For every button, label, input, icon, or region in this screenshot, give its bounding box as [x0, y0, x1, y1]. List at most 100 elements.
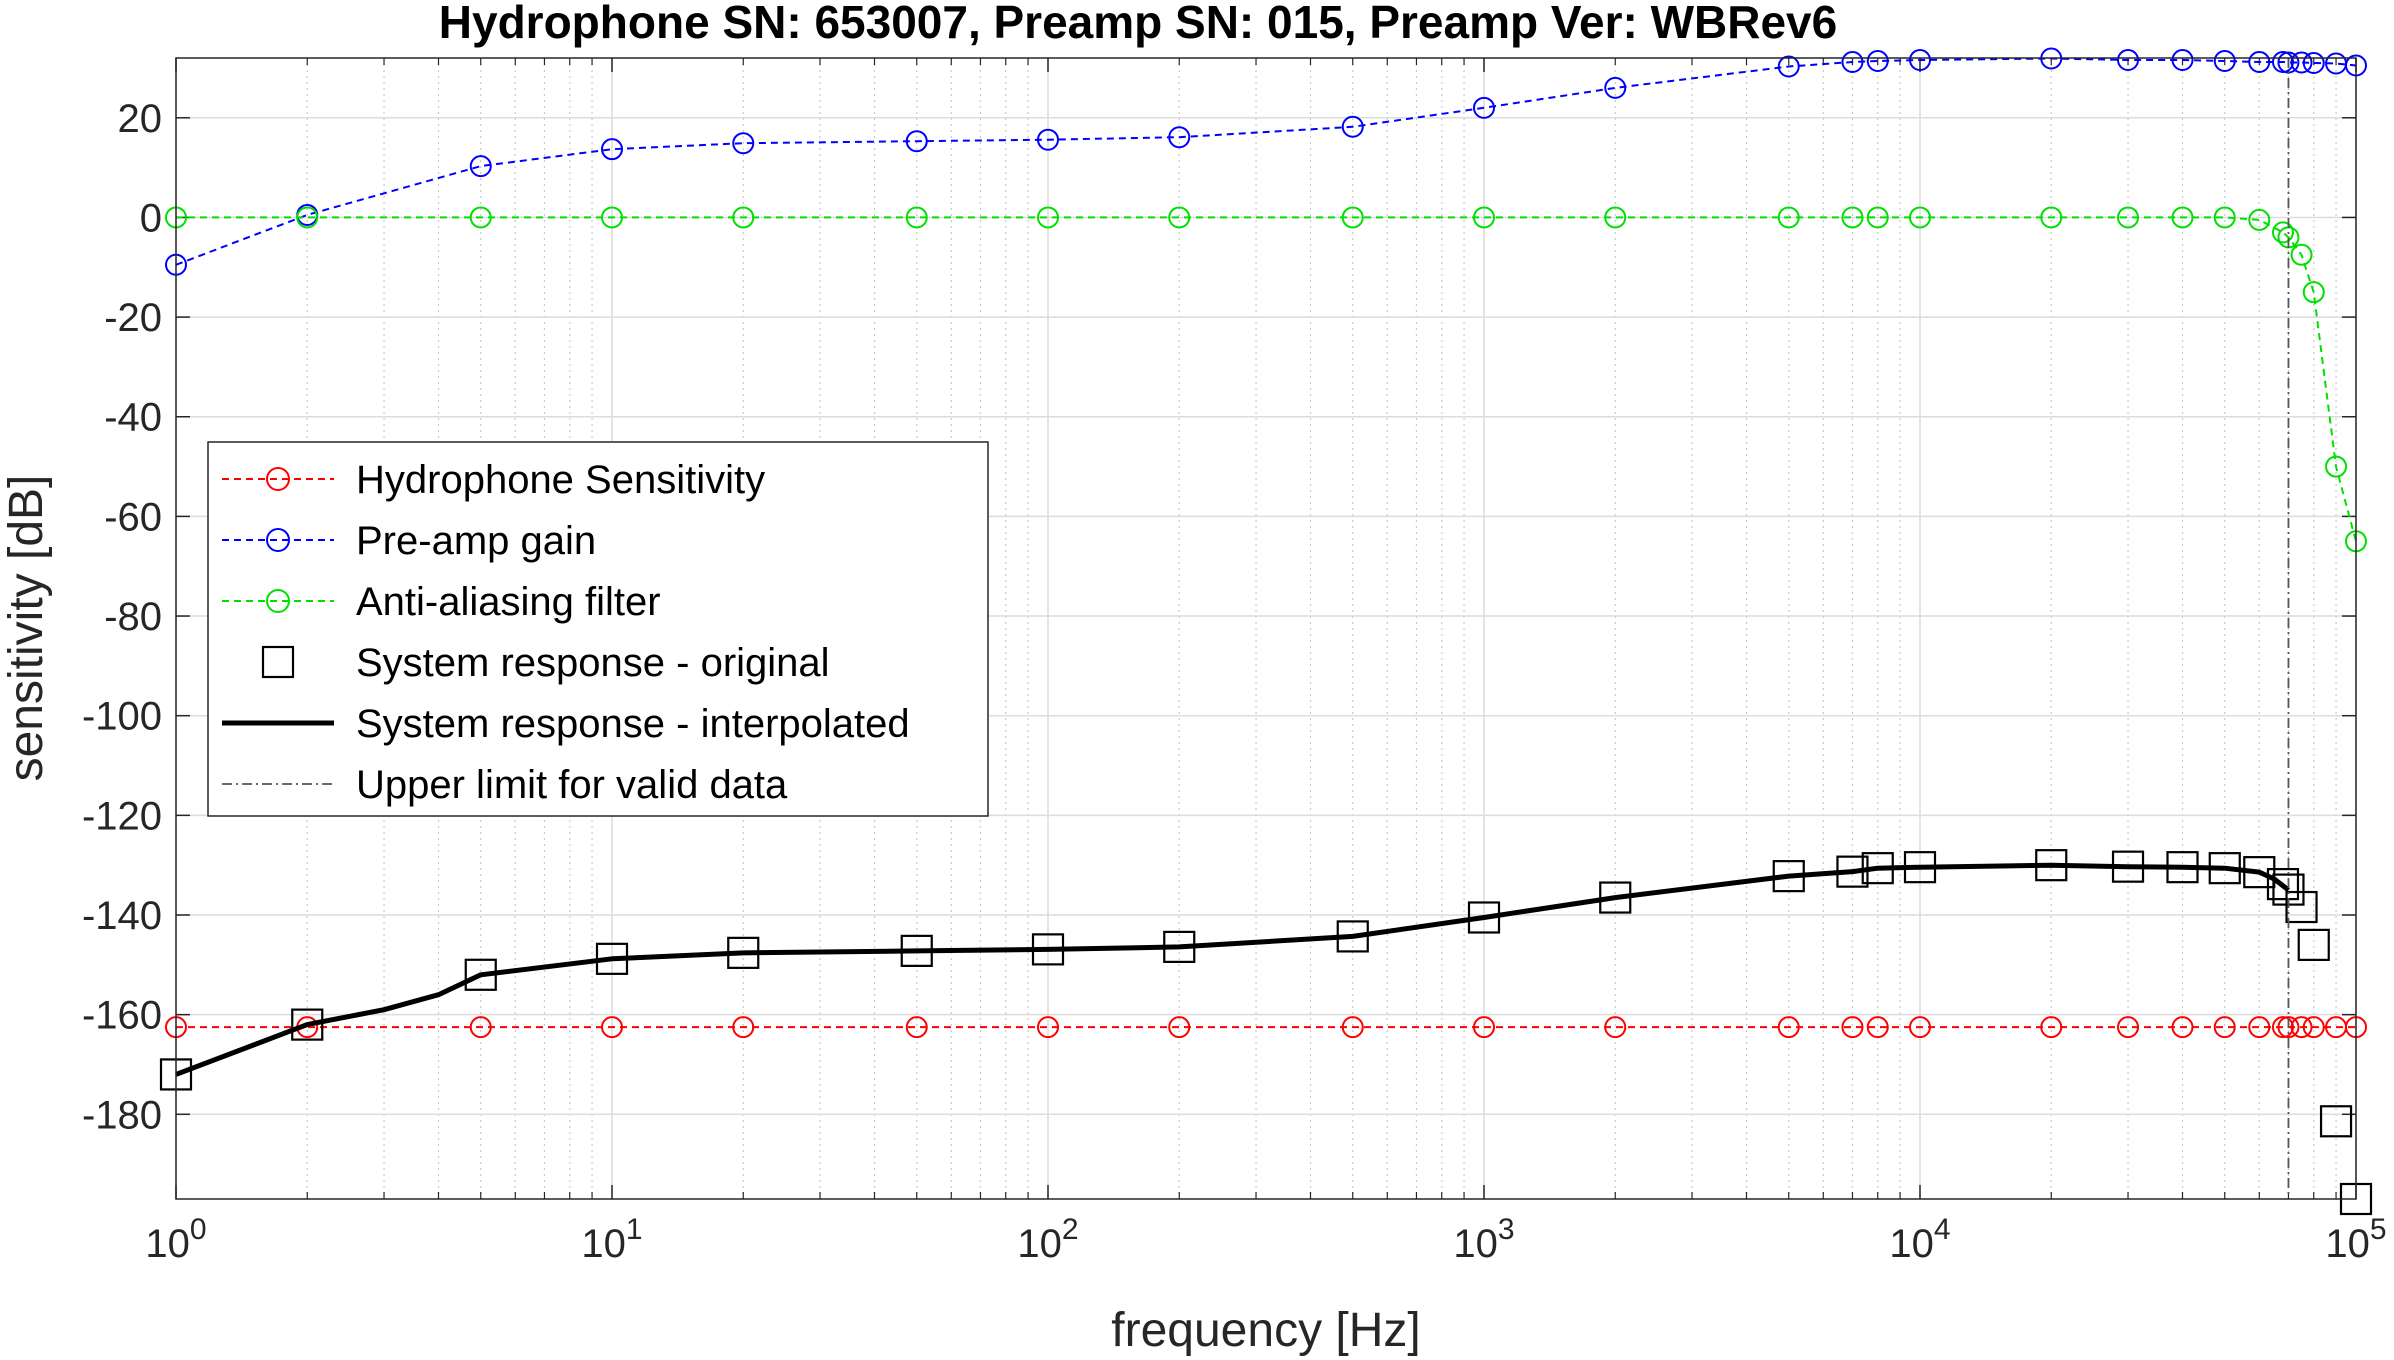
legend-item: System response - interpolated — [222, 702, 910, 746]
legend-item: System response - original — [261, 641, 830, 685]
data-point — [2285, 890, 2318, 924]
data-point — [2213, 206, 2236, 229]
legend-swatch-marker — [266, 467, 290, 491]
y-tick-label: 20 — [118, 97, 163, 141]
x-tick-label: 102 — [1017, 1213, 1078, 1266]
data-point — [1341, 115, 1364, 138]
data-point — [2302, 281, 2325, 304]
data-point — [1777, 206, 1800, 229]
y-tick-label: -60 — [104, 495, 162, 539]
legend-label: Upper limit for valid data — [356, 763, 788, 807]
series-line — [176, 216, 2357, 542]
data-point — [2117, 1016, 2140, 1039]
series-line — [175, 862, 2291, 1077]
y-tick-label: -120 — [82, 794, 162, 838]
data-point — [2325, 455, 2348, 478]
data-point — [296, 206, 319, 229]
x-axis-ticks: 100 101 102 103 104 105 — [145, 58, 2387, 1266]
data-point — [1604, 206, 1627, 229]
y-tick-label: 0 — [140, 196, 162, 240]
data-point — [1037, 1016, 1059, 1039]
legend-box — [207, 441, 989, 817]
legend-item: Anti-aliasing filter — [222, 580, 661, 624]
y-tick-label: -160 — [82, 994, 162, 1038]
data-point — [1777, 1016, 1800, 1039]
x-tick-label: 100 — [145, 1213, 206, 1266]
data-point — [2277, 1016, 2300, 1039]
data-point — [1341, 206, 1364, 229]
data-point — [601, 138, 623, 161]
data-point — [2171, 1016, 2194, 1039]
axes-box — [175, 57, 2357, 1200]
series-1 — [165, 47, 2367, 276]
data-point — [2319, 1105, 2353, 1138]
legend-swatch-marker — [261, 645, 295, 679]
data-point — [291, 1008, 324, 1041]
data-point — [2248, 1016, 2271, 1039]
y-tick-label: -40 — [104, 396, 162, 440]
legend-item: Upper limit for valid data — [222, 763, 788, 807]
x-tick-label: 103 — [1453, 1213, 1514, 1266]
series-line — [175, 57, 2357, 266]
data-point — [1909, 48, 1931, 71]
data-point — [1909, 1016, 1931, 1039]
plot-area — [159, 47, 2373, 1216]
data-point — [2117, 206, 2140, 229]
legend-swatch-marker — [266, 528, 290, 552]
data-point — [2040, 206, 2063, 229]
x-axis-label: frequency [Hz] — [1111, 1304, 1420, 1357]
legend-label: System response - original — [356, 641, 830, 685]
chart-title: Hydrophone SN: 653007, Preamp SN: 015, P… — [439, 0, 1837, 48]
legend-label: System response - interpolated — [356, 702, 910, 746]
data-point — [2290, 1016, 2313, 1039]
legend-label: Pre-amp gain — [356, 519, 596, 563]
data-point — [2213, 1016, 2236, 1039]
data-point — [1037, 128, 1059, 151]
y-axis-label: sensitivity [dB] — [0, 475, 53, 782]
data-point — [732, 206, 755, 229]
data-point — [1866, 49, 1889, 72]
series-4 — [175, 862, 2291, 1077]
data-point — [2248, 208, 2271, 231]
data-point — [2171, 48, 2194, 71]
y-tick-label: -180 — [82, 1093, 162, 1137]
data-point — [1473, 96, 1495, 119]
data-point — [1473, 1016, 1495, 1039]
legend-label: Anti-aliasing filter — [356, 580, 661, 624]
data-point — [1866, 206, 1889, 229]
legend-item: Hydrophone Sensitivity — [222, 458, 765, 502]
data-point — [1604, 1016, 1627, 1039]
data-point — [2271, 221, 2294, 244]
data-point — [601, 206, 623, 229]
legend: Hydrophone Sensitivity Pre-amp gain Anti-a… — [207, 441, 989, 817]
data-point — [1168, 1016, 1191, 1039]
data-point — [1168, 126, 1191, 149]
data-point — [601, 1016, 623, 1039]
data-point — [2248, 50, 2271, 73]
data-point — [1909, 206, 1931, 229]
data-point — [2290, 243, 2313, 266]
data-point — [1777, 55, 1800, 78]
data-point — [2117, 48, 2140, 71]
data-point — [2290, 51, 2313, 74]
data-point — [2297, 928, 2330, 961]
data-point — [1841, 50, 1864, 73]
data-point — [2302, 51, 2325, 74]
series-0 — [165, 1016, 2367, 1039]
y-tick-label: -140 — [82, 894, 162, 938]
data-point — [1341, 1016, 1364, 1039]
series-2 — [165, 206, 2367, 553]
data-point — [1473, 206, 1495, 229]
data-point — [1841, 1016, 1864, 1039]
y-tick-label: -100 — [82, 695, 162, 739]
data-point — [2171, 206, 2194, 229]
data-point — [2213, 49, 2236, 72]
data-point — [1604, 76, 1627, 99]
data-point — [2271, 1016, 2294, 1039]
data-point — [2040, 1016, 2063, 1039]
y-axis-ticks: 20 0 -20 -40 -60 -80 -100 -120 -140 -160 -180 — [82, 97, 2356, 1137]
legend-item: Pre-amp gain — [222, 519, 596, 563]
y-tick-label: -80 — [104, 595, 162, 639]
data-point — [905, 1016, 928, 1039]
